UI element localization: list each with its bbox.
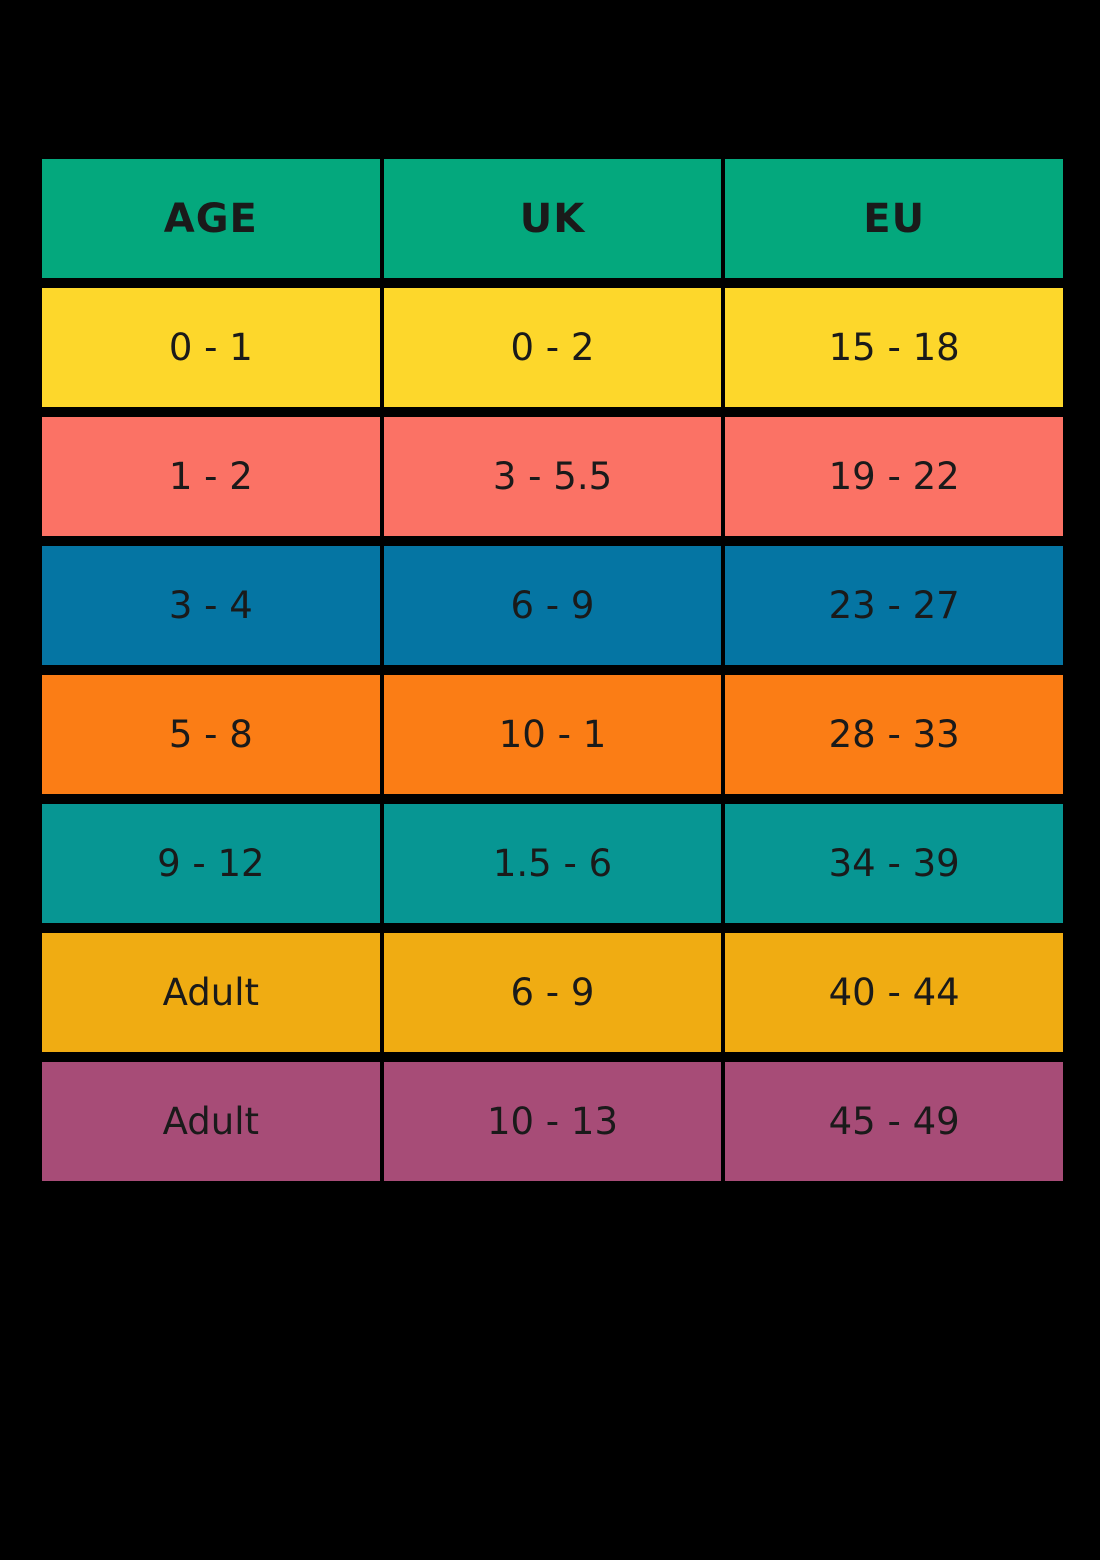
column-header-eu: EU — [725, 159, 1063, 278]
column-header-uk: UK — [383, 159, 722, 278]
table-cell-uk: 6 - 9 — [383, 546, 722, 665]
table-row: 9 - 12 1.5 - 6 34 - 39 — [42, 804, 1063, 923]
table-cell-age: 5 - 8 — [42, 675, 380, 794]
table-cell-eu: 15 - 18 — [725, 288, 1063, 407]
table-cell-uk: 10 - 13 — [383, 1062, 722, 1181]
table-row: 1 - 2 3 - 5.5 19 - 22 — [42, 417, 1063, 536]
table-cell-age: 9 - 12 — [42, 804, 380, 923]
table-cell-eu: 28 - 33 — [725, 675, 1063, 794]
table-cell-uk: 10 - 1 — [383, 675, 722, 794]
table-row: 0 - 1 0 - 2 15 - 18 — [42, 288, 1063, 407]
column-header-age: AGE — [42, 159, 380, 278]
table-cell-eu: 19 - 22 — [725, 417, 1063, 536]
table-cell-eu: 45 - 49 — [725, 1062, 1063, 1181]
table-row: Adult 6 - 9 40 - 44 — [42, 933, 1063, 1052]
table-cell-age: Adult — [42, 1062, 380, 1181]
table-cell-uk: 1.5 - 6 — [383, 804, 722, 923]
size-conversion-table: AGE UK EU 0 - 1 0 - 2 15 - 18 1 - 2 3 - 5.… — [42, 159, 1063, 1181]
table-row: Adult 10 - 13 45 - 49 — [42, 1062, 1063, 1181]
table-cell-eu: 40 - 44 — [725, 933, 1063, 1052]
table-cell-age: 1 - 2 — [42, 417, 380, 536]
table-row: 5 - 8 10 - 1 28 - 33 — [42, 675, 1063, 794]
table-header-row: AGE UK EU — [42, 159, 1063, 278]
table-cell-age: 3 - 4 — [42, 546, 380, 665]
table-cell-uk: 3 - 5.5 — [383, 417, 722, 536]
table-cell-age: Adult — [42, 933, 380, 1052]
table-cell-uk: 0 - 2 — [383, 288, 722, 407]
table-cell-eu: 23 - 27 — [725, 546, 1063, 665]
table-cell-age: 0 - 1 — [42, 288, 380, 407]
table-row: 3 - 4 6 - 9 23 - 27 — [42, 546, 1063, 665]
table-cell-eu: 34 - 39 — [725, 804, 1063, 923]
table-cell-uk: 6 - 9 — [383, 933, 722, 1052]
